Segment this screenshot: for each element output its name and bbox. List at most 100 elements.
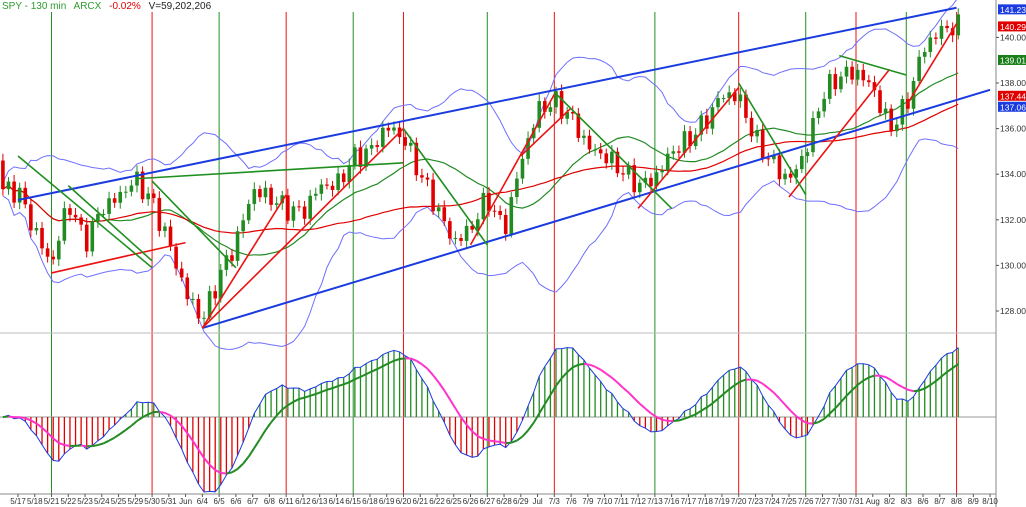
signal-line-segment: [483, 437, 490, 442]
x-tick-label: 6/7: [247, 497, 259, 506]
candle-body: [235, 231, 240, 261]
x-tick-label: 6/28: [496, 497, 512, 506]
x-tick-label: 7/30: [831, 497, 847, 506]
trendline-green: [553, 91, 673, 209]
candle-body: [157, 197, 162, 231]
trendline-green: [737, 82, 807, 196]
x-tick-label: 5/18: [27, 497, 43, 506]
candle-body: [286, 195, 290, 221]
signal-line-segment: [92, 444, 99, 448]
signal-line-segment: [622, 386, 630, 394]
x-tick-label: 7/19: [714, 497, 730, 506]
signal-line-segment: [946, 367, 954, 373]
candle-body: [6, 181, 11, 190]
candle-body: [73, 214, 78, 218]
signal-line-segment: [192, 440, 200, 451]
candle-body: [878, 90, 882, 113]
signal-line-segment: [572, 363, 579, 369]
signal-line-segment: [695, 409, 702, 416]
candle-body: [805, 152, 810, 157]
candle-body: [783, 173, 787, 180]
trendline-blue: [17, 6, 957, 201]
trendline-red: [201, 128, 405, 329]
signal-line-segment: [711, 397, 719, 405]
signal-line-segment: [332, 385, 339, 390]
candle-body: [185, 277, 190, 300]
candle-body: [760, 130, 765, 159]
trendline-green: [839, 54, 907, 76]
signal-line-segment: [639, 402, 647, 410]
candle-body: [794, 169, 799, 178]
signal-line-segment: [834, 401, 842, 409]
x-tick-label: 5/21: [44, 497, 60, 506]
signal-line-segment: [499, 440, 506, 445]
candle-body: [353, 147, 357, 166]
candle-body: [548, 107, 553, 112]
x-tick-label: 7/24: [764, 497, 780, 506]
x-tick-label: 7/3: [549, 497, 561, 506]
signal-line-segment: [41, 426, 49, 434]
candle-body: [665, 153, 670, 171]
price-marker: [998, 4, 1026, 15]
price-marker-label: 141.23: [1000, 5, 1026, 15]
signal-line-segment: [583, 362, 590, 366]
signal-line-segment: [125, 424, 133, 431]
signal-line-segment: [656, 416, 663, 421]
signal-line-segment: [354, 375, 361, 381]
signal-line-segment: [81, 444, 87, 448]
candle-body: [621, 173, 625, 175]
candle-body: [369, 145, 374, 149]
y-tick-label: 140.00: [1000, 32, 1026, 42]
candle-body: [179, 268, 184, 278]
signal-line-segment: [169, 414, 177, 421]
signal-line-segment: [164, 411, 171, 417]
x-tick-label: 6/27: [479, 497, 495, 506]
candle-body: [408, 142, 413, 146]
x-tick-label: Aug: [866, 497, 880, 506]
signal-line-segment: [789, 410, 797, 417]
signal-line-segment: [890, 379, 898, 385]
candle-body: [481, 192, 486, 220]
x-tick-label: 7/26: [798, 497, 814, 506]
signal-line-segment: [940, 371, 948, 378]
signal-line-segment: [186, 432, 194, 442]
candle-body: [610, 151, 614, 164]
signal-line-segment: [578, 362, 585, 366]
signal-line-segment: [337, 383, 344, 388]
trendline-red: [520, 107, 572, 157]
candle-body: [850, 66, 854, 80]
candle-body: [503, 214, 508, 234]
signal-line-segment: [259, 429, 267, 440]
signal-line-segment: [650, 412, 658, 418]
candle-body: [537, 101, 542, 128]
trendline-red: [905, 23, 958, 107]
candle-body: [509, 197, 514, 234]
signal-line-segment: [415, 359, 423, 366]
signal-line-segment: [360, 373, 367, 378]
candle-body: [822, 98, 826, 112]
candle-body: [464, 225, 469, 241]
candle-body: [224, 255, 229, 270]
x-tick-label: 6/11: [279, 497, 295, 506]
trendline-blue: [202, 88, 991, 330]
candle-body: [17, 187, 22, 203]
candle-body: [487, 192, 491, 211]
candle-body: [654, 172, 659, 187]
signal-line-segment: [203, 457, 211, 466]
candle-body: [839, 76, 843, 90]
signal-line-segment: [778, 397, 786, 406]
candle-body: [515, 178, 519, 198]
candle-body: [861, 69, 866, 81]
signal-line-segment: [130, 420, 138, 427]
signal-line-segment: [477, 435, 484, 440]
candle-body: [766, 158, 771, 160]
candle-body: [744, 94, 748, 118]
candle-body: [777, 155, 782, 180]
candle-body: [867, 80, 871, 83]
candle-body: [844, 66, 849, 77]
signal-line-segment: [952, 363, 959, 369]
trendline-red: [637, 87, 740, 209]
signal-line-segment: [684, 415, 691, 420]
x-tick-label: 7/23: [748, 497, 764, 506]
